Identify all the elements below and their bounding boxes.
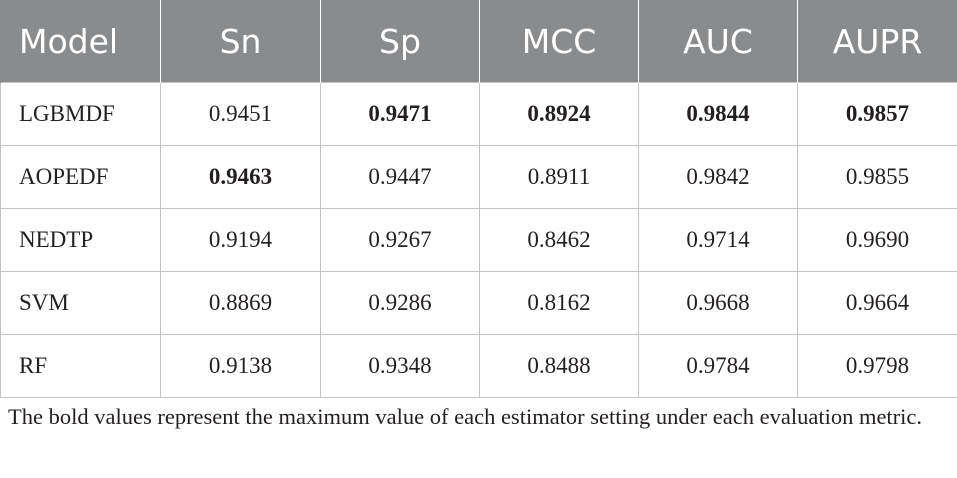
results-table: Model Sn Sp MCC AUC AUPR LGBMDF 0.9451 0… — [0, 0, 957, 398]
table-row: AOPEDF 0.9463 0.9447 0.8911 0.9842 0.985… — [0, 145, 957, 209]
value-cell: 0.9447 — [320, 145, 480, 209]
value-cell: 0.8869 — [160, 271, 321, 335]
value-cell: 0.8488 — [479, 334, 639, 398]
value-cell: 0.8924 — [479, 82, 639, 146]
value-cell: 0.8462 — [479, 208, 639, 272]
table-row: SVM 0.8869 0.9286 0.8162 0.9668 0.9664 — [0, 271, 957, 335]
value-cell: 0.8911 — [479, 145, 639, 209]
value-cell: 0.9842 — [638, 145, 798, 209]
value-cell: 0.9784 — [638, 334, 798, 398]
header-model: Model — [0, 0, 161, 83]
header-sp: Sp — [320, 0, 480, 83]
table-footnote: The bold values represent the maximum va… — [8, 404, 923, 429]
model-cell: LGBMDF — [0, 82, 161, 146]
value-cell: 0.9798 — [797, 334, 957, 398]
table-row: LGBMDF 0.9451 0.9471 0.8924 0.9844 0.985… — [0, 82, 957, 146]
header-row: Model Sn Sp MCC AUC AUPR — [0, 0, 957, 83]
value-cell: 0.9348 — [320, 334, 480, 398]
value-cell: 0.9451 — [160, 82, 321, 146]
header-aupr: AUPR — [797, 0, 957, 83]
model-cell: AOPEDF — [0, 145, 161, 209]
model-cell: RF — [0, 334, 161, 398]
value-cell: 0.9844 — [638, 82, 798, 146]
model-cell: SVM — [0, 271, 161, 335]
value-cell: 0.9857 — [797, 82, 957, 146]
header-auc: AUC — [638, 0, 798, 83]
header-sn: Sn — [160, 0, 321, 83]
value-cell: 0.9194 — [160, 208, 321, 272]
value-cell: 0.9138 — [160, 334, 321, 398]
value-cell: 0.8162 — [479, 271, 639, 335]
value-cell: 0.9664 — [797, 271, 957, 335]
header-mcc: MCC — [479, 0, 639, 83]
value-cell: 0.9463 — [160, 145, 321, 209]
table-row: RF 0.9138 0.9348 0.8488 0.9784 0.9798 — [0, 334, 957, 398]
value-cell: 0.9690 — [797, 208, 957, 272]
table-row: NEDTP 0.9194 0.9267 0.8462 0.9714 0.9690 — [0, 208, 957, 272]
value-cell: 0.9668 — [638, 271, 798, 335]
value-cell: 0.9471 — [320, 82, 480, 146]
value-cell: 0.9855 — [797, 145, 957, 209]
model-cell: NEDTP — [0, 208, 161, 272]
value-cell: 0.9714 — [638, 208, 798, 272]
value-cell: 0.9267 — [320, 208, 480, 272]
value-cell: 0.9286 — [320, 271, 480, 335]
